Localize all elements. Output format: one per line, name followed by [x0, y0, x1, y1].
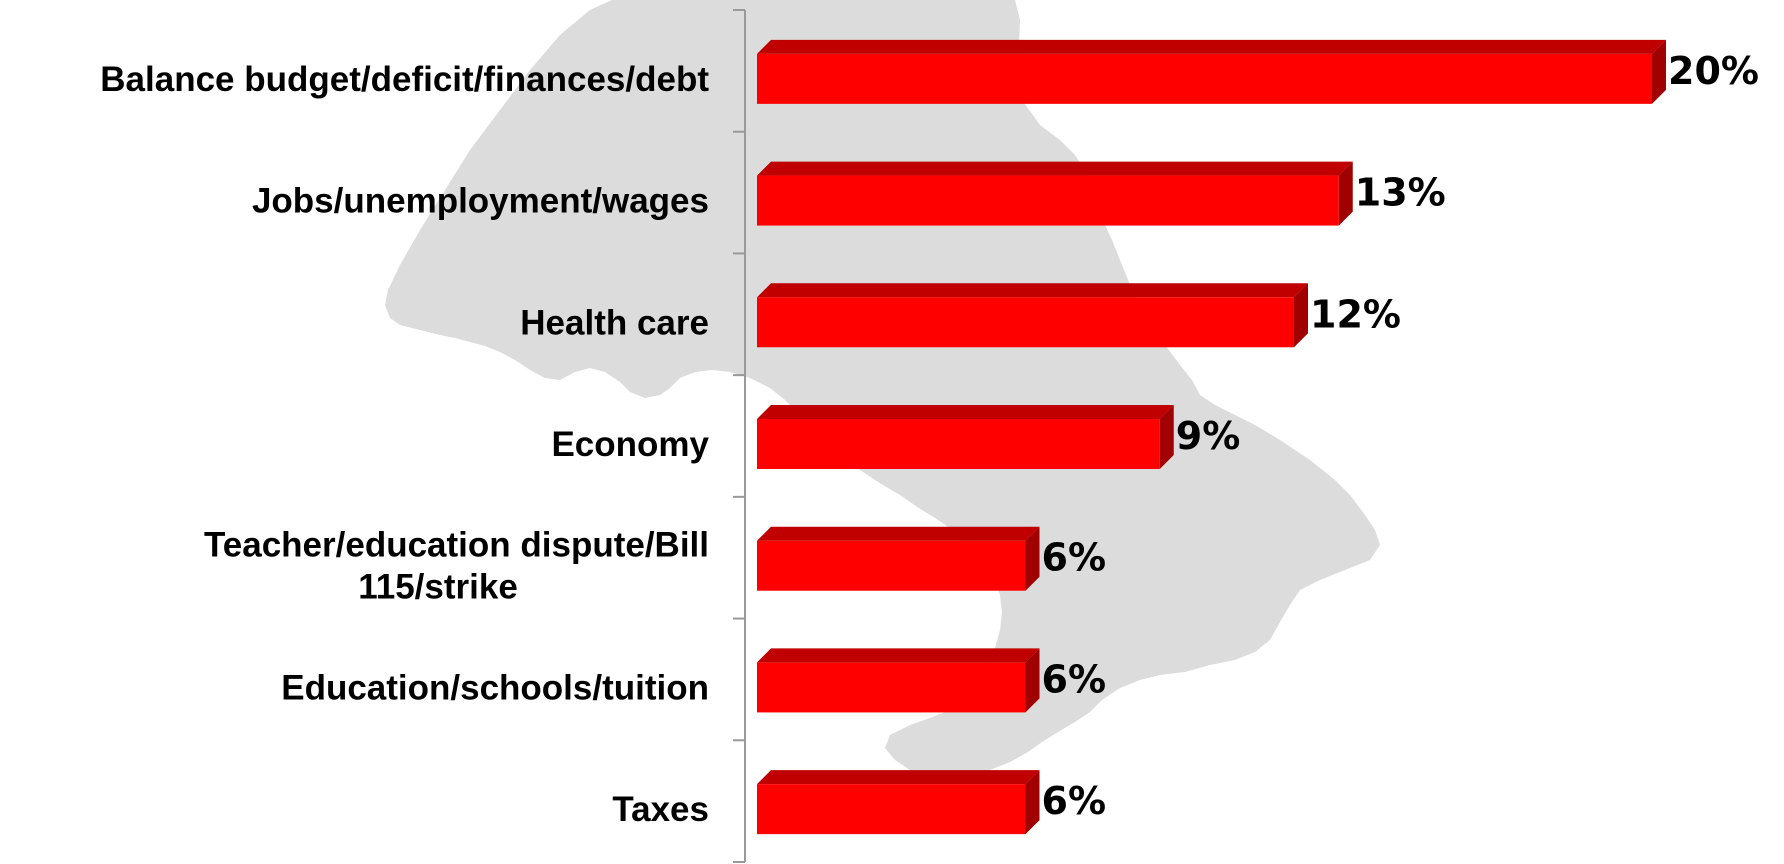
data-label: 6%: [1042, 779, 1107, 823]
category-label: Health care: [520, 303, 709, 342]
bar-top-face: [757, 39, 1666, 54]
bar-top-face: [757, 161, 1353, 176]
bar-group: [757, 283, 1308, 348]
bar-side-face: [1338, 161, 1353, 226]
map-background-icon: [385, 0, 1380, 778]
bar-side-face: [1025, 770, 1040, 835]
category-label: Jobs/unemployment/wages: [252, 182, 709, 221]
data-label: 6%: [1042, 536, 1107, 580]
data-label: 6%: [1042, 657, 1107, 701]
bar: [757, 175, 1339, 226]
bar-top-face: [757, 283, 1308, 298]
bar-group: [757, 770, 1040, 835]
bar: [757, 662, 1026, 713]
bar-top-face: [757, 405, 1174, 419]
bar: [757, 53, 1652, 104]
bar-side-face: [1652, 39, 1666, 104]
bar-top-face: [757, 526, 1040, 541]
category-label-line: 115/strike: [358, 568, 518, 607]
category-label: Balance budget/deficit/finances/debt: [100, 60, 709, 99]
bar: [757, 540, 1026, 591]
bar-top-face: [757, 770, 1040, 785]
bar-group: [757, 39, 1666, 104]
bar: [757, 297, 1294, 348]
data-label: 12%: [1310, 292, 1401, 336]
bar-group: [757, 648, 1040, 713]
bar: [757, 419, 1160, 469]
bar-group: [757, 161, 1353, 226]
category-label: Taxes: [612, 790, 709, 829]
category-label: Teacher/education dispute/Bill 115/strike: [204, 526, 709, 607]
bar-side-face: [1159, 405, 1174, 469]
data-label: 9%: [1176, 414, 1241, 458]
data-label: 20%: [1668, 49, 1759, 93]
category-label-line: Teacher/education dispute/Bill: [204, 526, 709, 565]
bar: [757, 784, 1026, 835]
bar-side-face: [1025, 648, 1040, 713]
bar-side-face: [1294, 283, 1308, 348]
category-label: Economy: [551, 425, 709, 464]
bar-group: [757, 526, 1040, 591]
bar-group: [757, 405, 1174, 469]
bar-top-face: [757, 648, 1040, 663]
bar-side-face: [1025, 526, 1040, 591]
data-label: 13%: [1355, 171, 1446, 215]
category-label: Education/schools/tuition: [281, 668, 709, 707]
